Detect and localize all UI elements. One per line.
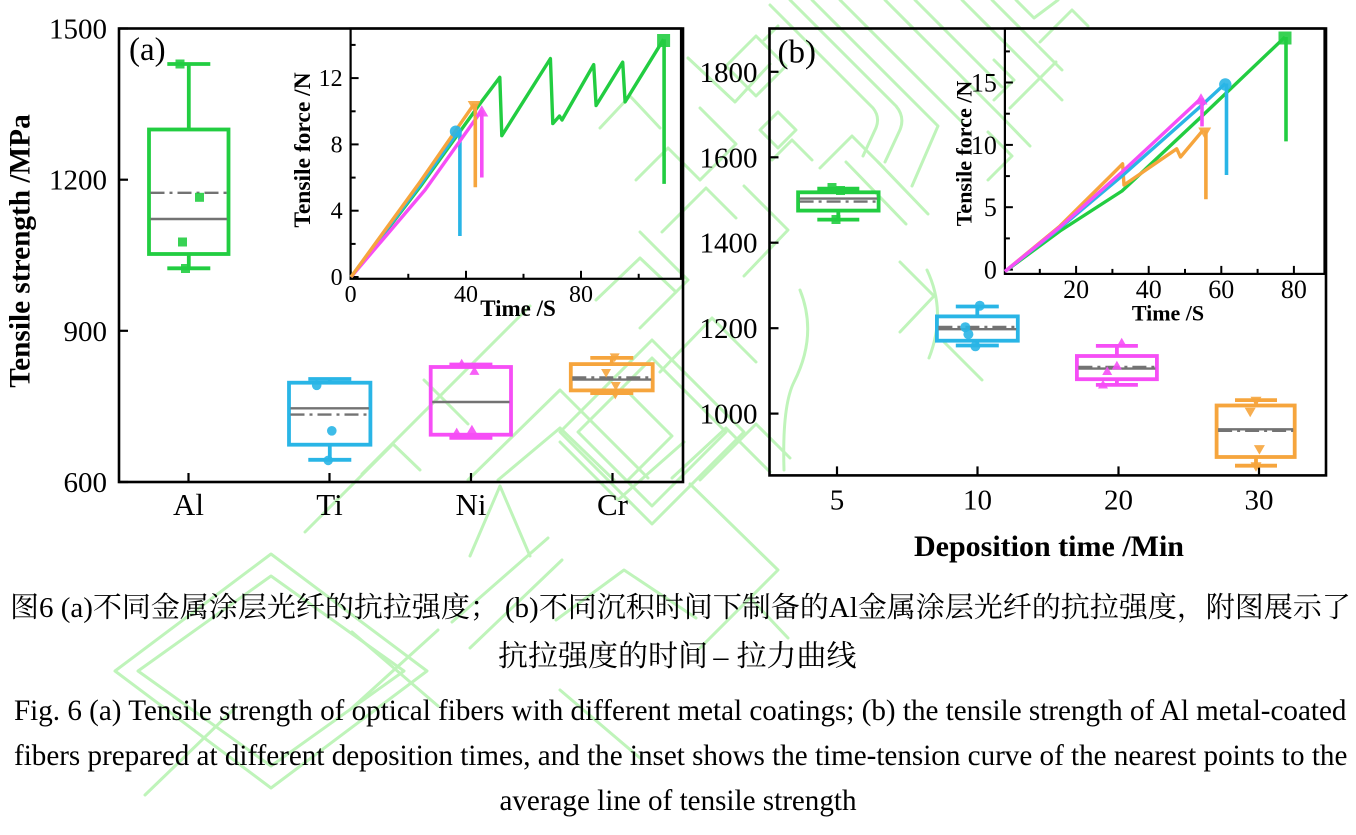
svg-text:(b): (b) [778,35,816,71]
svg-text:80: 80 [1281,275,1307,304]
svg-text:1800: 1800 [700,57,758,89]
svg-text:Tensile strength /MPa: Tensile strength /MPa [5,114,37,388]
svg-text:1600: 1600 [700,142,758,174]
svg-text:1200: 1200 [700,313,758,345]
svg-text:6 (a): 6 (a) [39,592,93,624]
svg-text:10: 10 [963,484,992,516]
svg-text:40: 40 [454,282,478,308]
svg-text:1500: 1500 [49,14,107,46]
svg-text:1000: 1000 [700,399,758,431]
svg-text:Time /S: Time /S [480,296,556,321]
svg-text:600: 600 [64,467,108,499]
svg-text:8: 8 [331,132,343,158]
svg-text:Tensile force /N: Tensile force /N [290,72,316,227]
svg-text:0: 0 [984,256,997,285]
svg-text:0: 0 [331,265,343,291]
svg-text:Al: Al [173,487,204,522]
svg-text:Tensile force /N: Tensile force /N [952,81,977,227]
svg-text:4: 4 [331,199,343,225]
svg-text:20: 20 [1104,484,1133,516]
svg-text:1400: 1400 [700,228,758,260]
svg-text:Al: Al [829,592,858,624]
svg-text:–: – [712,640,729,673]
svg-text:Fig. 6 (a) Tensile strength of: Fig. 6 (a) Tensile strength of optical f… [14,695,1347,727]
svg-text:1200: 1200 [49,165,107,197]
svg-text:Ni: Ni [456,487,487,522]
svg-text:average line of tensile streng: average line of tensile strength [499,785,857,817]
svg-text:900: 900 [64,316,108,348]
svg-text:Time /S: Time /S [1132,301,1204,326]
svg-text:Cr: Cr [597,487,629,522]
svg-text:80: 80 [569,282,593,308]
svg-text:(b): (b) [505,592,539,624]
svg-text:30: 30 [1245,484,1274,516]
svg-text:15: 15 [971,69,997,98]
svg-text:(a): (a) [129,32,166,68]
svg-text:60: 60 [1208,275,1234,304]
svg-text:Deposition time /Min: Deposition time /Min [914,530,1184,563]
svg-text:20: 20 [1063,275,1089,304]
svg-text:5: 5 [984,193,997,222]
svg-text:12: 12 [319,66,343,92]
svg-text:5: 5 [830,484,845,516]
svg-text:0: 0 [345,282,357,308]
svg-text:10: 10 [971,131,997,160]
svg-text:fibers prepared at different d: fibers prepared at different deposition … [14,740,1347,772]
svg-text:40: 40 [1136,275,1162,304]
svg-text:Ti: Ti [316,487,343,522]
